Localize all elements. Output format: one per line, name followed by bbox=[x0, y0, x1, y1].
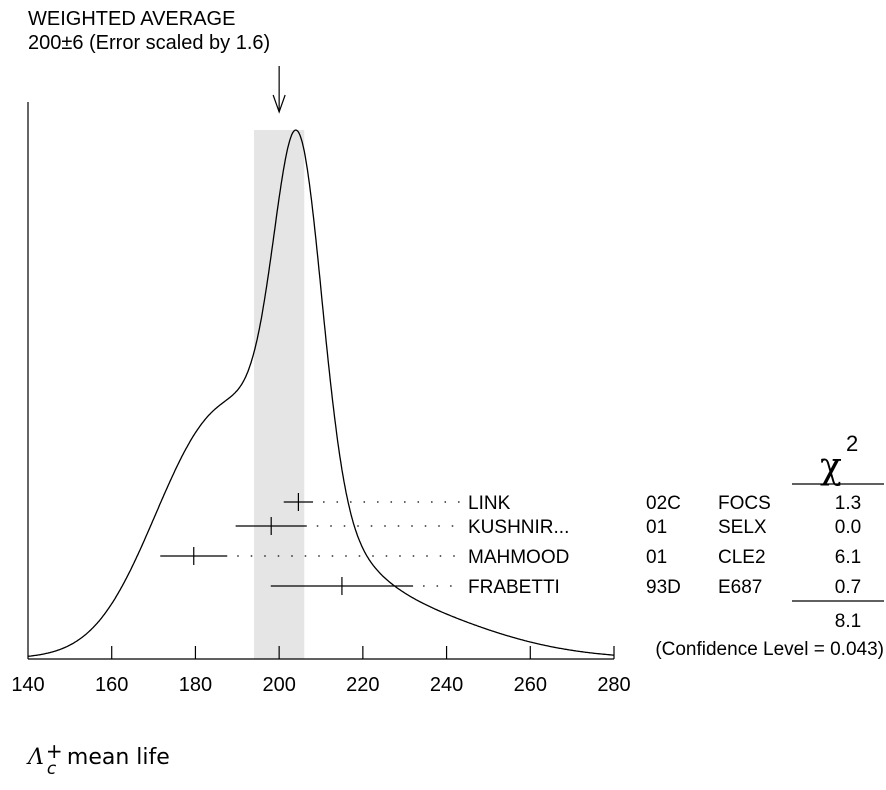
x-tick-label: 260 bbox=[514, 674, 547, 696]
experiment-label: FOCS bbox=[718, 493, 771, 514]
author-label: KUSHNIR... bbox=[468, 517, 569, 538]
x-tick-label: 220 bbox=[346, 674, 379, 696]
x-axis-title: Λ + c mean life bbox=[28, 739, 170, 779]
weighted-average-band bbox=[254, 130, 305, 659]
weighted-average-title: WEIGHTED AVERAGE bbox=[28, 8, 236, 30]
x-tick-label: 240 bbox=[430, 674, 463, 696]
chi2-value: 0.0 bbox=[835, 517, 861, 538]
year-label: 01 bbox=[646, 517, 667, 538]
x-tick-label: 140 bbox=[11, 674, 44, 696]
year-label: 01 bbox=[646, 547, 667, 568]
chi2-total: 8.1 bbox=[835, 611, 861, 632]
confidence-level: (Confidence Level = 0.043) bbox=[655, 639, 884, 660]
ideogram-curve bbox=[27, 129, 615, 657]
x-tick-label: 180 bbox=[179, 674, 212, 696]
average-arrow-head bbox=[272, 94, 286, 114]
chi2-value: 1.3 bbox=[835, 493, 861, 514]
chi2-header-power: 2 bbox=[846, 431, 858, 456]
x-tick-label: 160 bbox=[95, 674, 128, 696]
author-label: MAHMOOD bbox=[468, 547, 569, 568]
author-label: LINK bbox=[468, 493, 511, 514]
year-label: 02C bbox=[646, 493, 681, 514]
year-label: 93D bbox=[646, 577, 681, 598]
x-tick-label: 200 bbox=[262, 674, 295, 696]
chi2-header: χ bbox=[820, 446, 842, 487]
chi2-value: 0.7 bbox=[835, 577, 861, 598]
author-label: FRABETTI bbox=[468, 577, 560, 598]
chi2-value: 6.1 bbox=[835, 547, 861, 568]
x-tick-label: 280 bbox=[597, 674, 630, 696]
experiment-label: CLE2 bbox=[718, 547, 766, 568]
weighted-average-value: 200±6 (Error scaled by 1.6) bbox=[28, 32, 271, 54]
experiment-label: SELX bbox=[718, 517, 767, 538]
experiment-label: E687 bbox=[718, 577, 762, 598]
